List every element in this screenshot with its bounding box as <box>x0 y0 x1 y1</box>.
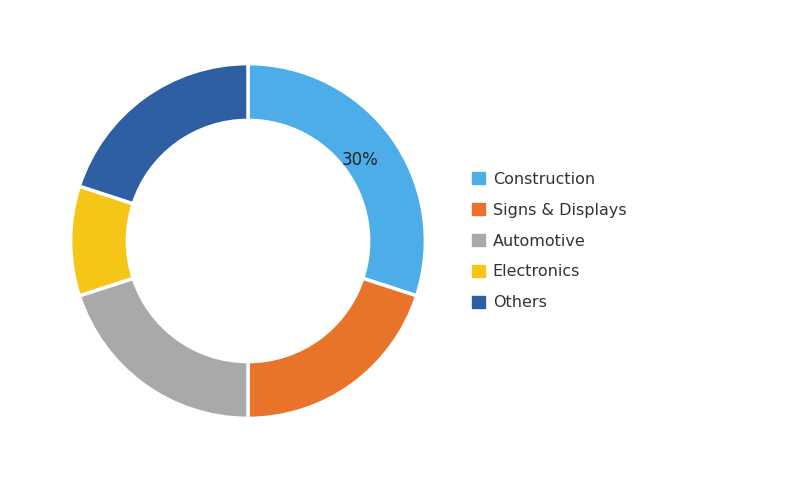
Wedge shape <box>248 64 426 296</box>
Wedge shape <box>248 278 417 418</box>
Wedge shape <box>79 278 248 418</box>
Text: 30%: 30% <box>342 151 378 169</box>
Legend: Construction, Signs & Displays, Automotive, Electronics, Others: Construction, Signs & Displays, Automoti… <box>472 172 626 310</box>
Wedge shape <box>79 64 248 204</box>
Wedge shape <box>70 186 134 296</box>
